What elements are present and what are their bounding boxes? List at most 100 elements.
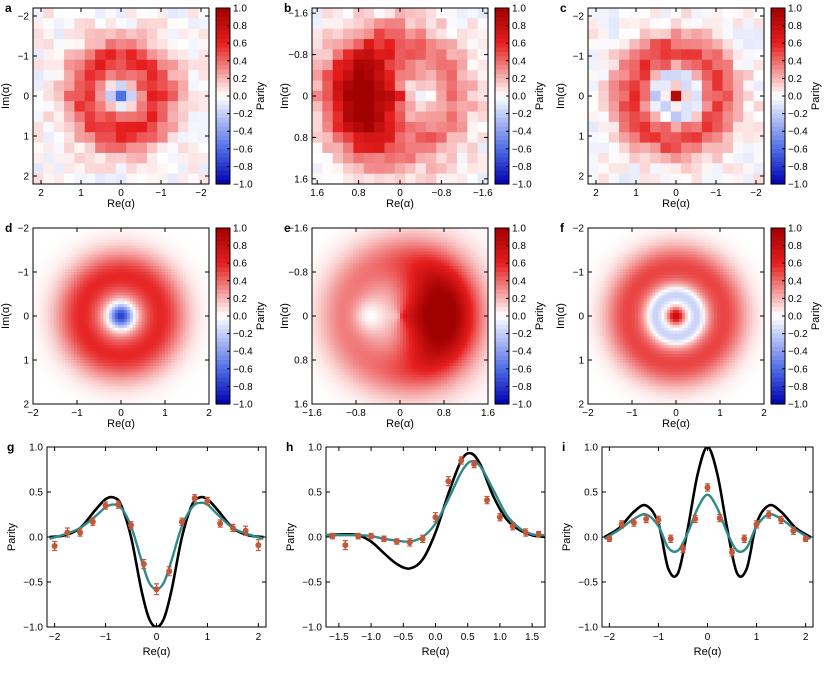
heatmap-cell: [53, 173, 65, 185]
heatmap-cell: [71, 321, 75, 326]
heatmap-cell: [147, 307, 151, 311]
heatmap-cell: [173, 316, 178, 320]
heatmap-cell: [47, 301, 52, 305]
colorbar-segment: [216, 144, 230, 150]
heatmap-cell: [206, 357, 210, 361]
heatmap-cell: [71, 283, 75, 288]
heatmap-cell: [88, 316, 93, 320]
colorbar-tick-label: −1.0: [512, 180, 532, 191]
heatmap-cell: [91, 392, 96, 396]
heatmap-cell: [105, 121, 117, 133]
heatmap-cell: [88, 295, 93, 299]
heatmap-cell: [97, 401, 102, 405]
heatmap-cell: [141, 298, 146, 302]
heatmap-cell: [85, 318, 90, 323]
heatmap-cell: [162, 368, 166, 373]
heatmap-cell: [191, 251, 195, 255]
heatmap-cell: [64, 121, 76, 133]
heatmap-cell: [353, 90, 365, 102]
heatmap-cell: [88, 283, 93, 288]
heatmap-cell: [167, 280, 172, 285]
heatmap-cell: [343, 18, 355, 30]
heatmap-cell: [97, 374, 102, 379]
colorbar-segment: [216, 56, 230, 62]
heatmap-cell: [467, 70, 479, 82]
heatmap-cell: [35, 371, 40, 376]
heatmap-cell: [95, 90, 107, 102]
heatmap-cell: [118, 395, 122, 399]
heatmap-cell: [85, 283, 90, 288]
heatmap-cell: [156, 342, 160, 346]
heatmap-cell: [176, 269, 181, 273]
heatmap-cell: [79, 230, 84, 235]
heatmap-cell: [47, 298, 52, 302]
heatmap-cell: [50, 239, 55, 244]
heatmap-cell: [194, 233, 198, 238]
heatmap-cell: [182, 298, 187, 302]
heatmap-cell: [194, 286, 198, 291]
heatmap-cell: [50, 395, 55, 399]
colorbar-segment: [495, 69, 509, 75]
heatmap-cell: [141, 236, 146, 241]
heatmap-cell: [71, 354, 75, 358]
heatmap-cell: [608, 39, 620, 51]
heatmap-cell: [153, 351, 157, 355]
heatmap-cell: [126, 286, 131, 291]
heatmap-cell: [94, 251, 99, 255]
colorbar-segment: [216, 148, 230, 154]
heatmap-cell: [188, 298, 192, 302]
heatmap-cell: [82, 360, 87, 364]
x-tick-label: 1: [162, 408, 168, 419]
heatmap-cell: [77, 298, 81, 302]
heatmap-cell: [95, 101, 107, 113]
heatmap-cell: [103, 289, 107, 294]
heatmap-cell: [79, 333, 84, 338]
heatmap-cell: [167, 90, 179, 102]
heatmap-cell: [458, 228, 463, 232]
heatmap-cell: [129, 357, 134, 361]
heatmap-cell: [105, 70, 117, 82]
heatmap-cell: [141, 342, 146, 346]
heatmap-cell: [446, 18, 458, 30]
heatmap-cell: [156, 354, 160, 358]
heatmap-cell: [650, 132, 662, 144]
heatmap-cell: [79, 360, 84, 364]
heatmap-cell: [322, 142, 334, 154]
heatmap-cell: [206, 360, 210, 364]
heatmap-cell: [44, 313, 49, 317]
colorbar-segment: [216, 289, 230, 295]
heatmap-cell: [53, 239, 58, 244]
heatmap-cell: [206, 269, 210, 273]
heatmap-cell: [44, 233, 49, 238]
heatmap-cell: [85, 245, 90, 250]
heatmap-cell: [162, 260, 166, 264]
heatmap-cell: [147, 228, 151, 232]
heatmap-cell: [71, 263, 75, 267]
heatmap-cell: [35, 251, 40, 255]
heatmap-cell: [165, 362, 169, 367]
heatmap-cell: [115, 362, 119, 367]
heatmap-cell: [118, 313, 122, 317]
heatmap-cell: [203, 374, 207, 379]
heatmap-cell: [35, 316, 40, 320]
heatmap-cell: [103, 333, 107, 338]
heatmap-cell: [394, 39, 406, 51]
heatmap-cell: [176, 316, 181, 320]
heatmap-cell: [77, 254, 81, 258]
heatmap-cell: [121, 280, 125, 285]
heatmap-cell: [639, 70, 651, 82]
heatmap-cell: [109, 292, 113, 297]
heatmap-cell: [138, 254, 143, 258]
heatmap-cell: [59, 239, 63, 244]
heatmap-cell: [379, 228, 383, 232]
heatmap-cell: [173, 324, 178, 329]
heatmap-cell: [53, 365, 58, 370]
heatmap-cell: [33, 248, 37, 253]
heatmap-cell: [82, 401, 87, 405]
heatmap-cell: [138, 318, 143, 323]
heatmap-cell: [157, 18, 169, 30]
heatmap-cell: [388, 230, 392, 235]
heatmap-cell: [123, 368, 128, 373]
heatmap-cell: [35, 398, 40, 402]
heatmap-cell: [85, 324, 90, 329]
